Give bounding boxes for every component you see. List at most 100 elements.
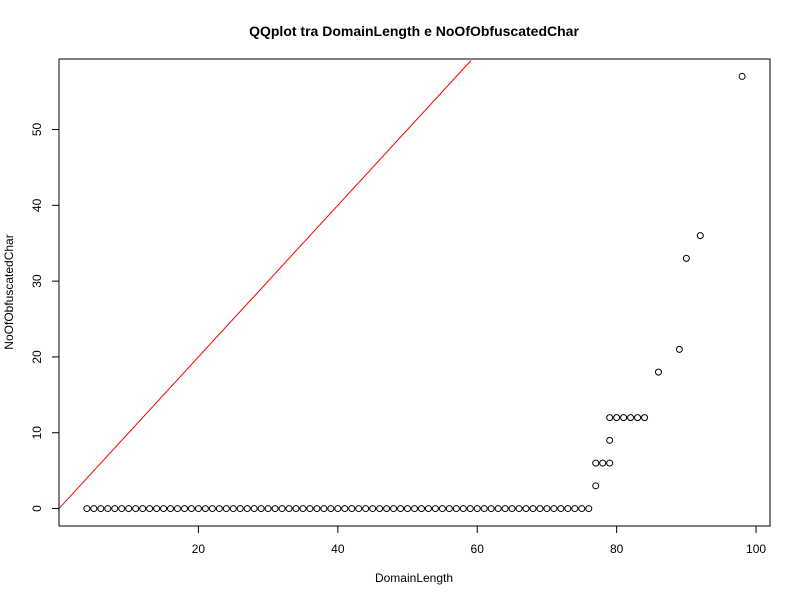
data-point	[613, 414, 621, 422]
data-point	[411, 505, 418, 513]
data-point	[334, 505, 342, 513]
data-point	[543, 505, 551, 513]
data-point	[592, 482, 600, 490]
data-point	[320, 505, 328, 513]
data-point	[466, 505, 474, 513]
x-axis-label: DomainLength	[375, 571, 453, 585]
data-point	[585, 505, 593, 513]
chart-title: QQplot tra DomainLength e NoOfObfuscated…	[249, 23, 579, 39]
data-point	[592, 459, 600, 467]
data-point	[445, 505, 453, 513]
data-point	[90, 505, 98, 513]
y-tick-label: 0	[30, 505, 44, 512]
data-point	[278, 505, 286, 513]
data-point	[529, 505, 537, 513]
y-axis: 0 10 20 30 40 50	[30, 123, 60, 512]
data-point	[571, 505, 579, 513]
data-point	[111, 505, 119, 513]
x-tick-label: 40	[331, 542, 345, 556]
data-point	[634, 414, 642, 422]
data-point	[264, 505, 272, 513]
plot-layer	[59, 60, 746, 513]
data-point	[501, 505, 509, 513]
data-point	[257, 505, 265, 513]
data-point	[313, 505, 321, 513]
data-point	[299, 505, 307, 513]
data-point	[606, 436, 614, 444]
data-point	[292, 505, 300, 513]
data-point	[383, 505, 391, 513]
data-point	[174, 505, 181, 513]
plot-frame	[58, 58, 771, 527]
data-point	[654, 368, 662, 376]
reference-line	[59, 60, 472, 509]
data-point	[83, 505, 91, 513]
data-point	[146, 505, 154, 513]
data-point	[355, 505, 363, 513]
data-point	[508, 505, 516, 513]
data-point	[341, 505, 349, 513]
data-point	[153, 505, 161, 513]
x-tick-label: 80	[610, 542, 624, 556]
data-point	[160, 505, 168, 513]
data-point	[696, 232, 704, 240]
data-point	[404, 505, 412, 513]
data-point	[452, 505, 460, 513]
data-point	[139, 505, 147, 513]
data-point	[208, 505, 216, 513]
y-axis-label: NoOfObfuscatedChar	[2, 234, 16, 349]
data-point	[397, 505, 405, 513]
data-point	[187, 505, 195, 513]
data-point	[431, 505, 439, 513]
data-point	[327, 505, 335, 513]
data-point	[564, 505, 572, 513]
data-point	[480, 505, 488, 513]
data-point	[222, 505, 230, 513]
data-point	[536, 505, 544, 513]
data-point	[738, 72, 746, 80]
data-point	[118, 505, 126, 513]
x-tick-label: 20	[192, 542, 206, 556]
y-tick-label: 40	[30, 198, 44, 212]
data-point	[417, 505, 425, 513]
data-point	[194, 505, 202, 513]
data-point	[390, 505, 398, 513]
x-tick-label: 60	[471, 542, 485, 556]
data-point	[180, 505, 188, 513]
data-point	[599, 459, 607, 467]
data-point	[348, 505, 356, 513]
data-point	[167, 505, 175, 513]
y-tick-label: 50	[30, 123, 44, 137]
data-point	[550, 505, 558, 513]
data-point	[376, 505, 384, 513]
data-point	[236, 505, 244, 513]
data-point	[515, 505, 523, 513]
data-point	[97, 505, 105, 513]
data-point	[362, 505, 370, 513]
data-point	[306, 505, 314, 513]
data-point	[424, 505, 432, 513]
data-point	[250, 505, 258, 513]
data-point	[487, 505, 495, 513]
data-point	[104, 505, 112, 513]
data-point	[578, 505, 586, 513]
data-point	[459, 505, 467, 513]
x-axis: 20 40 60 80 100	[192, 525, 766, 556]
data-point	[620, 414, 628, 422]
data-point	[271, 505, 279, 513]
data-point	[132, 505, 140, 513]
data-point	[125, 505, 133, 513]
data-point	[473, 505, 481, 513]
data-point	[285, 505, 293, 513]
data-point	[606, 459, 614, 467]
data-point	[606, 414, 614, 422]
data-point	[243, 505, 251, 513]
data-point	[229, 505, 237, 513]
data-point	[557, 505, 565, 513]
data-point	[215, 505, 223, 513]
data-point	[682, 254, 690, 262]
data-point	[675, 345, 683, 353]
data-point	[494, 505, 502, 513]
data-point	[522, 505, 530, 513]
